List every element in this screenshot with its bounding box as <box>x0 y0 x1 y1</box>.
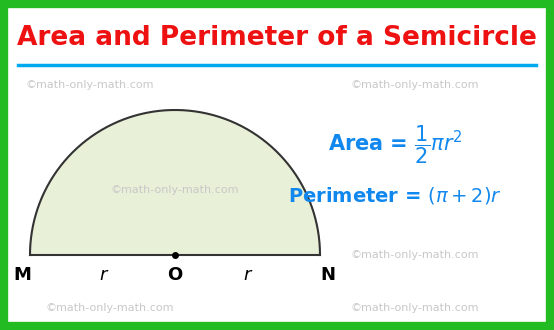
Text: Area and Perimeter of a Semicircle: Area and Perimeter of a Semicircle <box>17 25 537 51</box>
Text: ©math-only-math.com: ©math-only-math.com <box>351 80 479 90</box>
Text: r: r <box>243 266 251 284</box>
Text: ©math-only-math.com: ©math-only-math.com <box>351 303 479 313</box>
Text: M: M <box>13 266 31 284</box>
Text: r: r <box>99 266 107 284</box>
Text: ©math-only-math.com: ©math-only-math.com <box>46 303 175 313</box>
Text: ©math-only-math.com: ©math-only-math.com <box>25 80 154 90</box>
Text: O: O <box>167 266 183 284</box>
Text: Area = $\dfrac{1}{2}$$\pi r^2$: Area = $\dfrac{1}{2}$$\pi r^2$ <box>328 124 462 166</box>
Text: ©math-only-math.com: ©math-only-math.com <box>351 250 479 260</box>
Text: N: N <box>321 266 336 284</box>
Polygon shape <box>30 110 320 255</box>
Text: ©math-only-math.com: ©math-only-math.com <box>111 185 239 195</box>
Text: Perimeter = $(\pi + 2)r$: Perimeter = $(\pi + 2)r$ <box>288 184 502 206</box>
